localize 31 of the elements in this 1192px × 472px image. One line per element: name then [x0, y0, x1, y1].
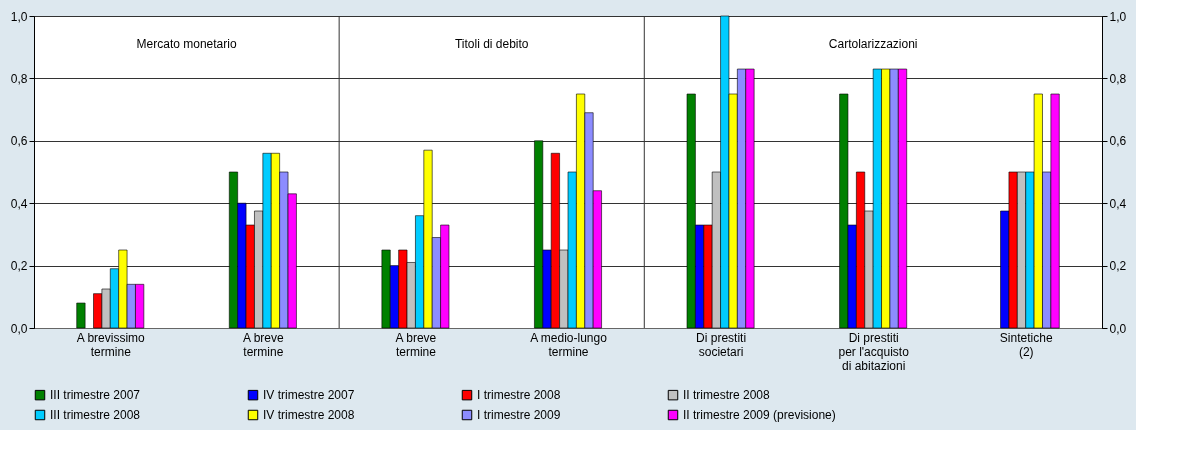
x-tick-label: Di prestiti per l'acquisto di abitazioni [838, 330, 910, 373]
legend-label: IV trimestre 2007 [263, 388, 355, 403]
x-tick-label: A medio-lungo termine [530, 330, 608, 359]
legend-label: I trimestre 2008 [477, 388, 561, 403]
x-tick-label: Sintetiche (2) [999, 330, 1053, 359]
y2-tick-label: 0,8 [1109, 71, 1127, 86]
annotation: Cartolarizzazioni [828, 37, 918, 51]
legend-label: II trimestre 2009 (previsione) [683, 408, 836, 422]
legend-label: I trimestre 2009 [477, 408, 561, 422]
legend-label: III trimestre 2007 [50, 388, 141, 403]
x-tick-label: A breve termine [395, 330, 437, 359]
y2-tick-label: 0,0 [1109, 321, 1127, 336]
y-tick-label: 0,2 [10, 259, 28, 274]
y-tick-label: 1,0 [10, 9, 28, 24]
legend-label: IV trimestre 2008 [263, 408, 355, 422]
y-tick-label: 0,6 [10, 134, 28, 149]
x-tick-label: Di prestiti societari [696, 330, 747, 359]
x-tick-label: A brevissimo termine [76, 330, 146, 359]
legend-label: II trimestre 2008 [683, 388, 771, 403]
y-tick-label: 0,4 [10, 196, 28, 211]
x-tick-label: A breve termine [243, 330, 285, 359]
annotation: Titoli di debito [454, 37, 529, 51]
y-tick-label: 0,0 [10, 321, 28, 336]
y-tick-label: 0,8 [10, 71, 28, 86]
bar [76, 302, 86, 329]
y2-tick-label: 1,0 [1109, 9, 1127, 24]
y2-tick-label: 0,6 [1109, 134, 1127, 149]
annotation: Mercato monetario [136, 37, 237, 51]
legend-label: III trimestre 2008 [50, 408, 141, 422]
y2-tick-label: 0,4 [1109, 196, 1127, 211]
y2-tick-label: 0,2 [1109, 259, 1127, 274]
